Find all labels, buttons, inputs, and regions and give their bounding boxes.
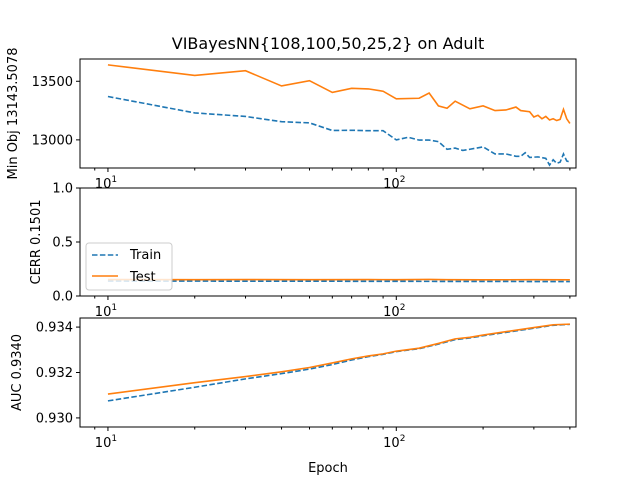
x-tick-label-auc: 102 bbox=[383, 434, 405, 451]
legend-label-train: Train bbox=[129, 248, 161, 263]
y-tick-label-auc: 0.930 bbox=[36, 411, 73, 426]
legend-box bbox=[85, 242, 173, 291]
y-axis-label-cerr: CERR 0.1501 bbox=[29, 200, 44, 285]
y-axis-label-auc: AUC 0.9340 bbox=[10, 334, 25, 411]
y-tick-label-cerr: 0.0 bbox=[52, 290, 73, 305]
y-tick-label-cerr: 1.0 bbox=[52, 182, 73, 197]
legend-label-test: Test bbox=[129, 270, 156, 285]
y-tick-label-cerr: 0.5 bbox=[52, 236, 73, 251]
figure-title: VIBayesNN{108,100,50,25,2} on Adult bbox=[172, 34, 485, 53]
y-tick-label-auc: 0.932 bbox=[36, 366, 73, 381]
x-axis-label: Epoch bbox=[308, 461, 348, 476]
y-tick-label-auc: 0.934 bbox=[36, 321, 73, 336]
axes-frame-auc bbox=[79, 317, 577, 428]
panel-auc: 0.930 0.932 0.934 101 102 AUC 0.9340 bbox=[10, 317, 577, 451]
series-line-test-auc bbox=[107, 323, 570, 395]
axes-frame-objective bbox=[79, 58, 577, 169]
x-tick-label-cerr: 101 bbox=[95, 303, 117, 320]
x-tick-label-auc: 101 bbox=[95, 434, 117, 451]
series-line-train-cerr bbox=[107, 280, 570, 283]
x-tick-label-cerr: 102 bbox=[383, 303, 405, 320]
y-tick-label-objective: 13500 bbox=[32, 75, 73, 90]
series-line-train-auc bbox=[107, 323, 570, 402]
series-line-test-objective bbox=[107, 64, 571, 124]
panel-cerr: 0.0 0.5 1.0 101 102 CERR 0.1501 bbox=[29, 182, 577, 320]
x-tick-label-objective: 101 bbox=[95, 175, 117, 192]
y-axis-label-objective: Min Obj 13143.5078 bbox=[6, 48, 21, 180]
panel-objective: 13000 13500 101 102 Min Obj 13143.5078 bbox=[6, 48, 577, 192]
y-tick-label-objective: 13000 bbox=[32, 133, 73, 148]
series-line-train-objective bbox=[107, 95, 571, 167]
x-tick-label-objective: 102 bbox=[383, 175, 405, 192]
legend: Train Test bbox=[85, 242, 173, 291]
